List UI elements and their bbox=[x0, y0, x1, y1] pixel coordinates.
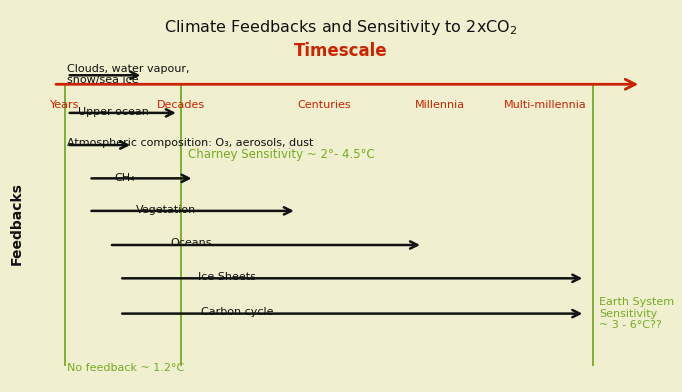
Text: Decades: Decades bbox=[157, 100, 205, 110]
Text: Vegetation: Vegetation bbox=[136, 205, 196, 215]
Text: Charney Sensitivity ~ 2°- 4.5°C: Charney Sensitivity ~ 2°- 4.5°C bbox=[188, 147, 374, 161]
Text: Atmospheric composition: O₃, aerosols, dust: Atmospheric composition: O₃, aerosols, d… bbox=[67, 138, 313, 148]
Text: Timescale: Timescale bbox=[294, 42, 388, 60]
Text: Oceans: Oceans bbox=[170, 238, 212, 249]
Text: Feedbacks: Feedbacks bbox=[10, 182, 24, 265]
Text: No feedback ~ 1.2°C: No feedback ~ 1.2°C bbox=[67, 363, 184, 374]
Text: Climate Feedbacks and Sensitivity to 2xCO$_2$: Climate Feedbacks and Sensitivity to 2xC… bbox=[164, 18, 518, 36]
Text: Years: Years bbox=[50, 100, 80, 110]
Text: Multi-millennia: Multi-millennia bbox=[504, 100, 587, 110]
Text: Clouds, water vapour,
snow/sea ice: Clouds, water vapour, snow/sea ice bbox=[67, 64, 190, 85]
Text: Carbon cycle: Carbon cycle bbox=[201, 307, 273, 317]
Text: Earth System
Sensitivity
~ 3 - 6°C??: Earth System Sensitivity ~ 3 - 6°C?? bbox=[599, 297, 674, 330]
Text: Ice Sheets: Ice Sheets bbox=[198, 272, 256, 283]
Text: Centuries: Centuries bbox=[297, 100, 351, 110]
Text: CH₄: CH₄ bbox=[115, 173, 135, 183]
Text: Millennia: Millennia bbox=[415, 100, 465, 110]
Text: Upper ocean: Upper ocean bbox=[78, 107, 149, 117]
